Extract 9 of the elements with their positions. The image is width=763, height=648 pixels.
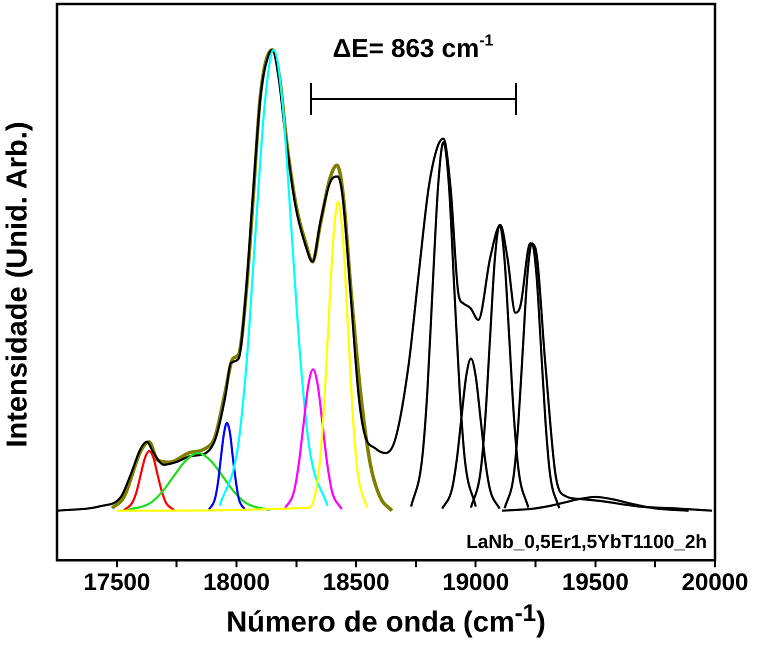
x-tick-label: 19000 [442,569,510,596]
x-tick-label: 18500 [322,569,390,596]
x-axis-title: Número de onda (cm$^{-1}$) [225,600,547,640]
x-tick-label: 18000 [203,569,270,596]
x-tick-label: 20000 [682,569,748,596]
annotation: LaNb_0,5Er1,5YbT1100_2h [466,532,708,554]
y-axis-title: Intensidade (Unid. Arb.) [2,120,34,450]
x-tick-label: 19500 [562,569,629,596]
x-tick-label: 17500 [83,569,150,596]
